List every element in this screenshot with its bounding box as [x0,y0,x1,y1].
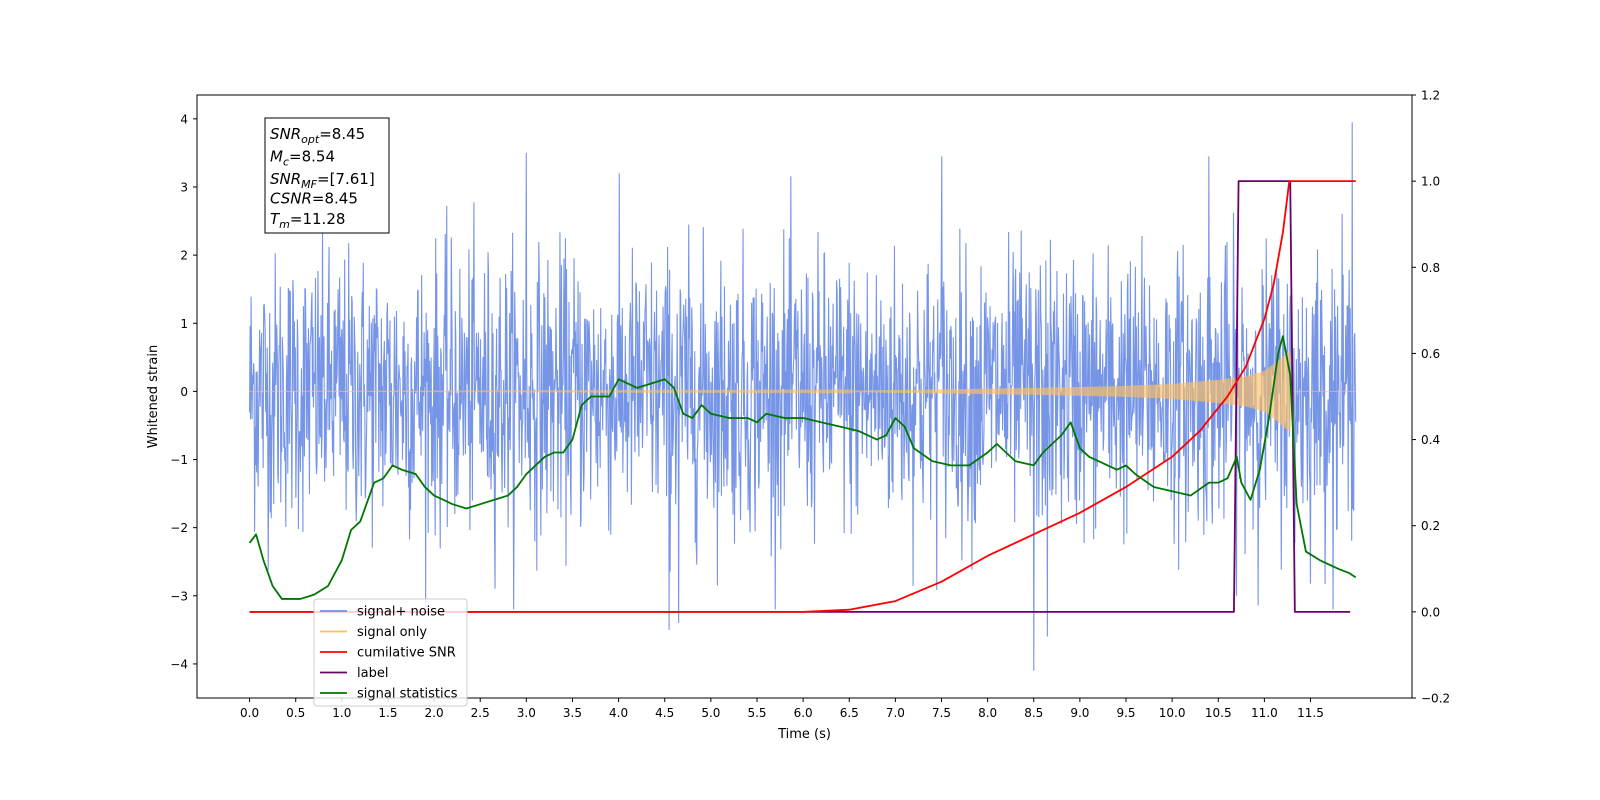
x-tick-label: 11.5 [1297,706,1324,720]
x-tick-label: 5.0 [701,706,720,720]
y2-tick-label: 1.0 [1421,175,1440,189]
y-tick-label: 2 [180,249,188,263]
legend-item: signal statistics [320,687,458,702]
legend: signal+ noise signal only cumilative SNR la… [313,598,468,707]
legend-item: signal+ noise [320,605,445,620]
x-tick-label: 9.0 [1070,706,1089,720]
x-tick-label: 2.0 [425,706,444,720]
x-tick-label: 4.5 [655,706,674,720]
x-tick-label: 2.5 [471,706,490,720]
annotation-line: Mc=8.54 [270,148,335,169]
legend-item: signal only [320,625,427,640]
axes-layer: 0.0 0.5 1.0 1.5 2.0 2.5 3.0 3.5 4.0 4.5 5.0 5.5 6.0 6… [170,89,1450,721]
y2-tick-label: 0.6 [1421,347,1440,361]
x-tick-label: 3.0 [517,706,536,720]
series-cumulative-snr [249,180,1356,613]
x-tick-label: 6.5 [840,706,859,720]
x-tick-label: 4.0 [609,706,628,720]
series-signal-noise [249,122,1357,671]
y2-tick-label: −0.2 [1421,692,1450,706]
series-layer [248,122,1357,671]
x-tick-label: 8.5 [1024,706,1043,720]
annotation-line: CSNR=8.45 [270,190,358,208]
annotation-line: SNRMF=[7.61] [270,170,375,191]
x-tick-label: 8.0 [978,706,997,720]
series-signal-statistics [248,335,1357,600]
annotation-line: Tm=11.28 [270,210,345,231]
x-tick-label: 9.5 [1116,706,1135,720]
x-tick-label: 3.5 [563,706,582,720]
legend-item: cumilative SNR [320,646,456,661]
x-tick-label: 0.0 [240,706,259,720]
x-tick-label: 6.0 [794,706,813,720]
x-tick-label: 7.5 [932,706,951,720]
x-tick-label: 10.5 [1205,706,1232,720]
y2-tick-label: 0.2 [1421,519,1440,533]
x-tick-label: 0.5 [286,706,305,720]
legend-label: label [357,666,388,681]
y-tick-label: 4 [180,112,188,126]
y2-tick-label: 0.4 [1421,433,1440,447]
legend-item: label [320,666,388,681]
y-tick-label: −1 [170,453,188,467]
x-axis-label: Time (s) [777,727,831,742]
y-tick-label: 3 [180,180,188,194]
y-tick-label: −3 [170,589,188,603]
plot-frame [196,94,1413,699]
x-tick-label: 10.0 [1159,706,1186,720]
x-tick-label: 7.0 [886,706,905,720]
y2-tick-label: 0.8 [1421,261,1440,275]
series-signal-only [249,350,1356,433]
x-tick-label: 1.5 [378,706,397,720]
legend-label: signal only [357,625,427,640]
y-tick-label: −4 [170,657,188,671]
legend-label: signal+ noise [357,605,445,620]
x-tick-label: 1.0 [332,706,351,720]
x-tick-label: 5.5 [747,706,766,720]
legend-label: signal statistics [357,687,458,702]
y2-tick-label: 1.2 [1421,89,1440,103]
y2-tick-label: 0.0 [1421,605,1440,619]
y-tick-label: 0 [180,385,188,399]
legend-frame [313,598,468,707]
x-tick-label: 11.0 [1251,706,1278,720]
annotation-frame [264,117,390,234]
series-label [249,180,1351,613]
y-axis-label: Whitened strain [146,345,161,448]
y-tick-label: −2 [170,521,188,535]
y-tick-label: 1 [180,317,188,331]
annotation-line: SNRopt=8.45 [270,125,365,146]
legend-label: cumilative SNR [357,646,456,661]
